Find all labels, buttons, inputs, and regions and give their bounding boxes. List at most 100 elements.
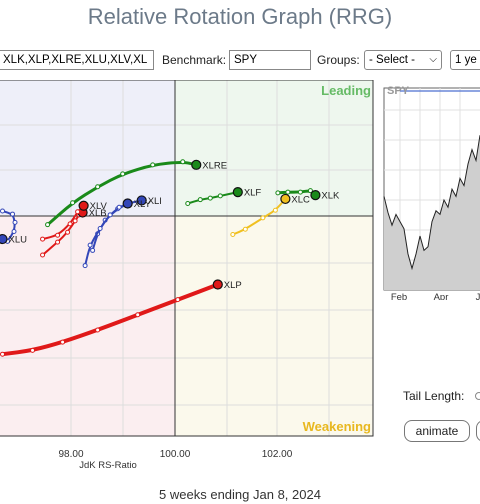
series-tail-point xyxy=(45,222,51,228)
series-head-point[interactable] xyxy=(212,279,223,290)
series-tail-point xyxy=(285,189,291,195)
benchmark-x-tick: J xyxy=(476,292,480,300)
series-tail-point xyxy=(116,204,122,210)
series-tail-point xyxy=(242,226,248,232)
series-tail-point xyxy=(197,197,203,203)
series-tail-point xyxy=(60,339,66,345)
series-xlp[interactable]: XLP xyxy=(0,279,242,357)
series-xlre[interactable]: XLRE xyxy=(45,159,228,228)
series-tail-point xyxy=(70,200,76,206)
series-tail-point xyxy=(65,229,71,235)
series-tail-point xyxy=(72,218,78,224)
series-tail-point xyxy=(107,212,113,218)
series-label: XLI xyxy=(148,196,162,207)
groups-select[interactable]: - Select - ⌵ xyxy=(364,50,442,70)
series-tail-point xyxy=(260,215,266,221)
series-head-point[interactable] xyxy=(310,190,321,201)
benchmark-chart: SPY Feb Apr J xyxy=(383,85,480,300)
series-label: XLB xyxy=(89,208,107,219)
series-tail-point xyxy=(67,221,73,227)
quadrant-label-leading: Leading xyxy=(321,83,371,98)
series-tail-point xyxy=(82,263,88,269)
series-tail-point xyxy=(150,162,156,168)
series-tail-point xyxy=(97,225,103,231)
series-label: XLV xyxy=(90,201,108,212)
benchmark-input[interactable]: SPY xyxy=(229,50,311,70)
series-label: XLRE xyxy=(202,160,227,171)
series-tail-line xyxy=(0,282,220,357)
series-tail-point xyxy=(207,195,213,201)
grid-lines xyxy=(0,80,373,436)
benchmark-x-tick: Apr xyxy=(434,292,449,300)
period-select[interactable]: 1 ye xyxy=(450,50,480,70)
series-head-point[interactable] xyxy=(122,198,133,209)
series-xly[interactable]: XLY xyxy=(82,198,152,269)
tail-length-slider[interactable] xyxy=(474,391,480,401)
series-head-point[interactable] xyxy=(136,195,147,206)
series-tail-point xyxy=(10,211,16,217)
benchmark-price-area xyxy=(384,135,480,290)
series-head-point[interactable] xyxy=(280,193,291,205)
groups-select-value: - Select - xyxy=(369,54,416,66)
series-tail-point xyxy=(0,208,6,214)
series-tail-point xyxy=(0,351,6,357)
series-head-point[interactable] xyxy=(191,159,202,170)
series-head-point[interactable] xyxy=(78,200,89,211)
series-xlf[interactable]: XLF xyxy=(185,187,262,206)
series-tail-line xyxy=(46,161,198,227)
secondary-button[interactable] xyxy=(476,420,480,442)
quadrant-lagging xyxy=(0,216,175,436)
series-tail-point xyxy=(95,327,101,333)
series-xlk[interactable]: XLK xyxy=(275,188,340,202)
series-label: XLF xyxy=(244,188,262,199)
series-label: XLY xyxy=(134,199,152,210)
series-tail-point xyxy=(87,242,93,248)
chevron-down-icon: ⌵ xyxy=(429,54,437,65)
groups-label: Groups: xyxy=(317,53,360,67)
series-label: XLP xyxy=(224,280,242,291)
series-xlc[interactable]: XLC xyxy=(230,193,310,238)
series-xlu[interactable]: XLU xyxy=(0,208,28,246)
series-xlv[interactable]: XLV xyxy=(40,200,108,242)
x-tick-label: 102.00 xyxy=(262,449,293,460)
quadrant-weakening xyxy=(175,216,373,436)
x-tick-label: 98.00 xyxy=(58,449,83,460)
page-title: Relative Rotation Graph (RRG) xyxy=(87,4,393,29)
series-head-point[interactable] xyxy=(232,187,243,198)
toolbar: XLK,XLP,XLRE,XLU,XLV,XL Benchmark: SPY G… xyxy=(0,50,480,72)
series-tail-point xyxy=(275,190,281,196)
series-label: XLC xyxy=(291,194,310,205)
tail-length-label: Tail Length: xyxy=(403,389,465,403)
benchmark-label: Benchmark: xyxy=(162,53,227,67)
series-tail-point xyxy=(180,159,186,165)
series-tail-point xyxy=(12,219,18,225)
series-head-point[interactable] xyxy=(0,233,8,245)
series-tail-point xyxy=(75,209,81,215)
series-label: XLU xyxy=(9,235,28,246)
series-tail-point xyxy=(135,312,141,318)
symbols-input[interactable]: XLK,XLP,XLRE,XLU,XLV,XL xyxy=(0,50,154,70)
benchmark-symbol: SPY xyxy=(387,85,410,97)
series-tail-point xyxy=(95,184,101,190)
x-tick-label: 100.00 xyxy=(160,449,191,460)
series-tail-point xyxy=(297,189,303,195)
period-select-value: 1 ye xyxy=(455,54,477,66)
series-tail-point xyxy=(11,228,17,234)
benchmark-x-tick: Feb xyxy=(391,292,407,300)
series-tail-point xyxy=(55,239,61,245)
animate-button[interactable]: animate xyxy=(404,420,470,442)
series-tail-point xyxy=(40,252,46,258)
x-axis-label: JdK RS-Ratio xyxy=(79,460,137,471)
series-tail-point xyxy=(30,347,36,353)
quadrant-leading xyxy=(175,80,373,216)
series-tail-point xyxy=(120,171,126,177)
series-tail-point xyxy=(175,297,181,303)
series-label: XLK xyxy=(321,191,340,202)
date-range-caption: 5 weeks ending Jan 8, 2024 xyxy=(159,487,321,502)
series-tail-point xyxy=(185,200,191,206)
plot-border xyxy=(0,80,374,437)
series-tail-point xyxy=(272,207,278,213)
series-tail-point xyxy=(230,232,236,238)
